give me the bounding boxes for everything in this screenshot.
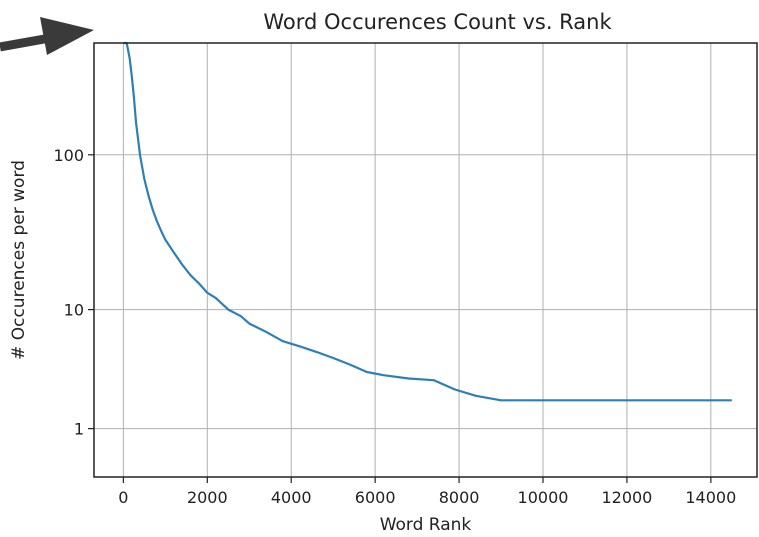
arrow-head <box>40 17 94 55</box>
chart-title: Word Occurences Count vs. Rank <box>263 10 612 34</box>
y-tick-label: 1 <box>74 420 84 439</box>
x-tick-label: 14000 <box>685 488 736 507</box>
x-tick-label: 12000 <box>601 488 652 507</box>
x-tick-label: 8000 <box>439 488 480 507</box>
x-tick-label: 0 <box>118 488 128 507</box>
x-tick-label: 10000 <box>518 488 569 507</box>
y-axis-label: # Occurences per word <box>9 160 29 360</box>
axis-ticks: 0 2000 4000 6000 8000 10000 12000 14000 1 10 100 <box>53 146 736 507</box>
y-tick-label: 100 <box>53 146 84 165</box>
x-axis-label: Word Rank <box>380 515 472 535</box>
x-tick-label: 4000 <box>271 488 312 507</box>
series-line <box>123 41 732 402</box>
y-tick-label: 10 <box>64 301 84 320</box>
grid-lines <box>94 43 757 477</box>
pointer-arrow-icon <box>0 17 94 55</box>
series-layer <box>123 41 732 402</box>
x-tick-label: 6000 <box>355 488 396 507</box>
x-tick-label: 2000 <box>187 488 228 507</box>
arrow-shaft <box>0 33 51 52</box>
plot-frame <box>93 42 758 478</box>
